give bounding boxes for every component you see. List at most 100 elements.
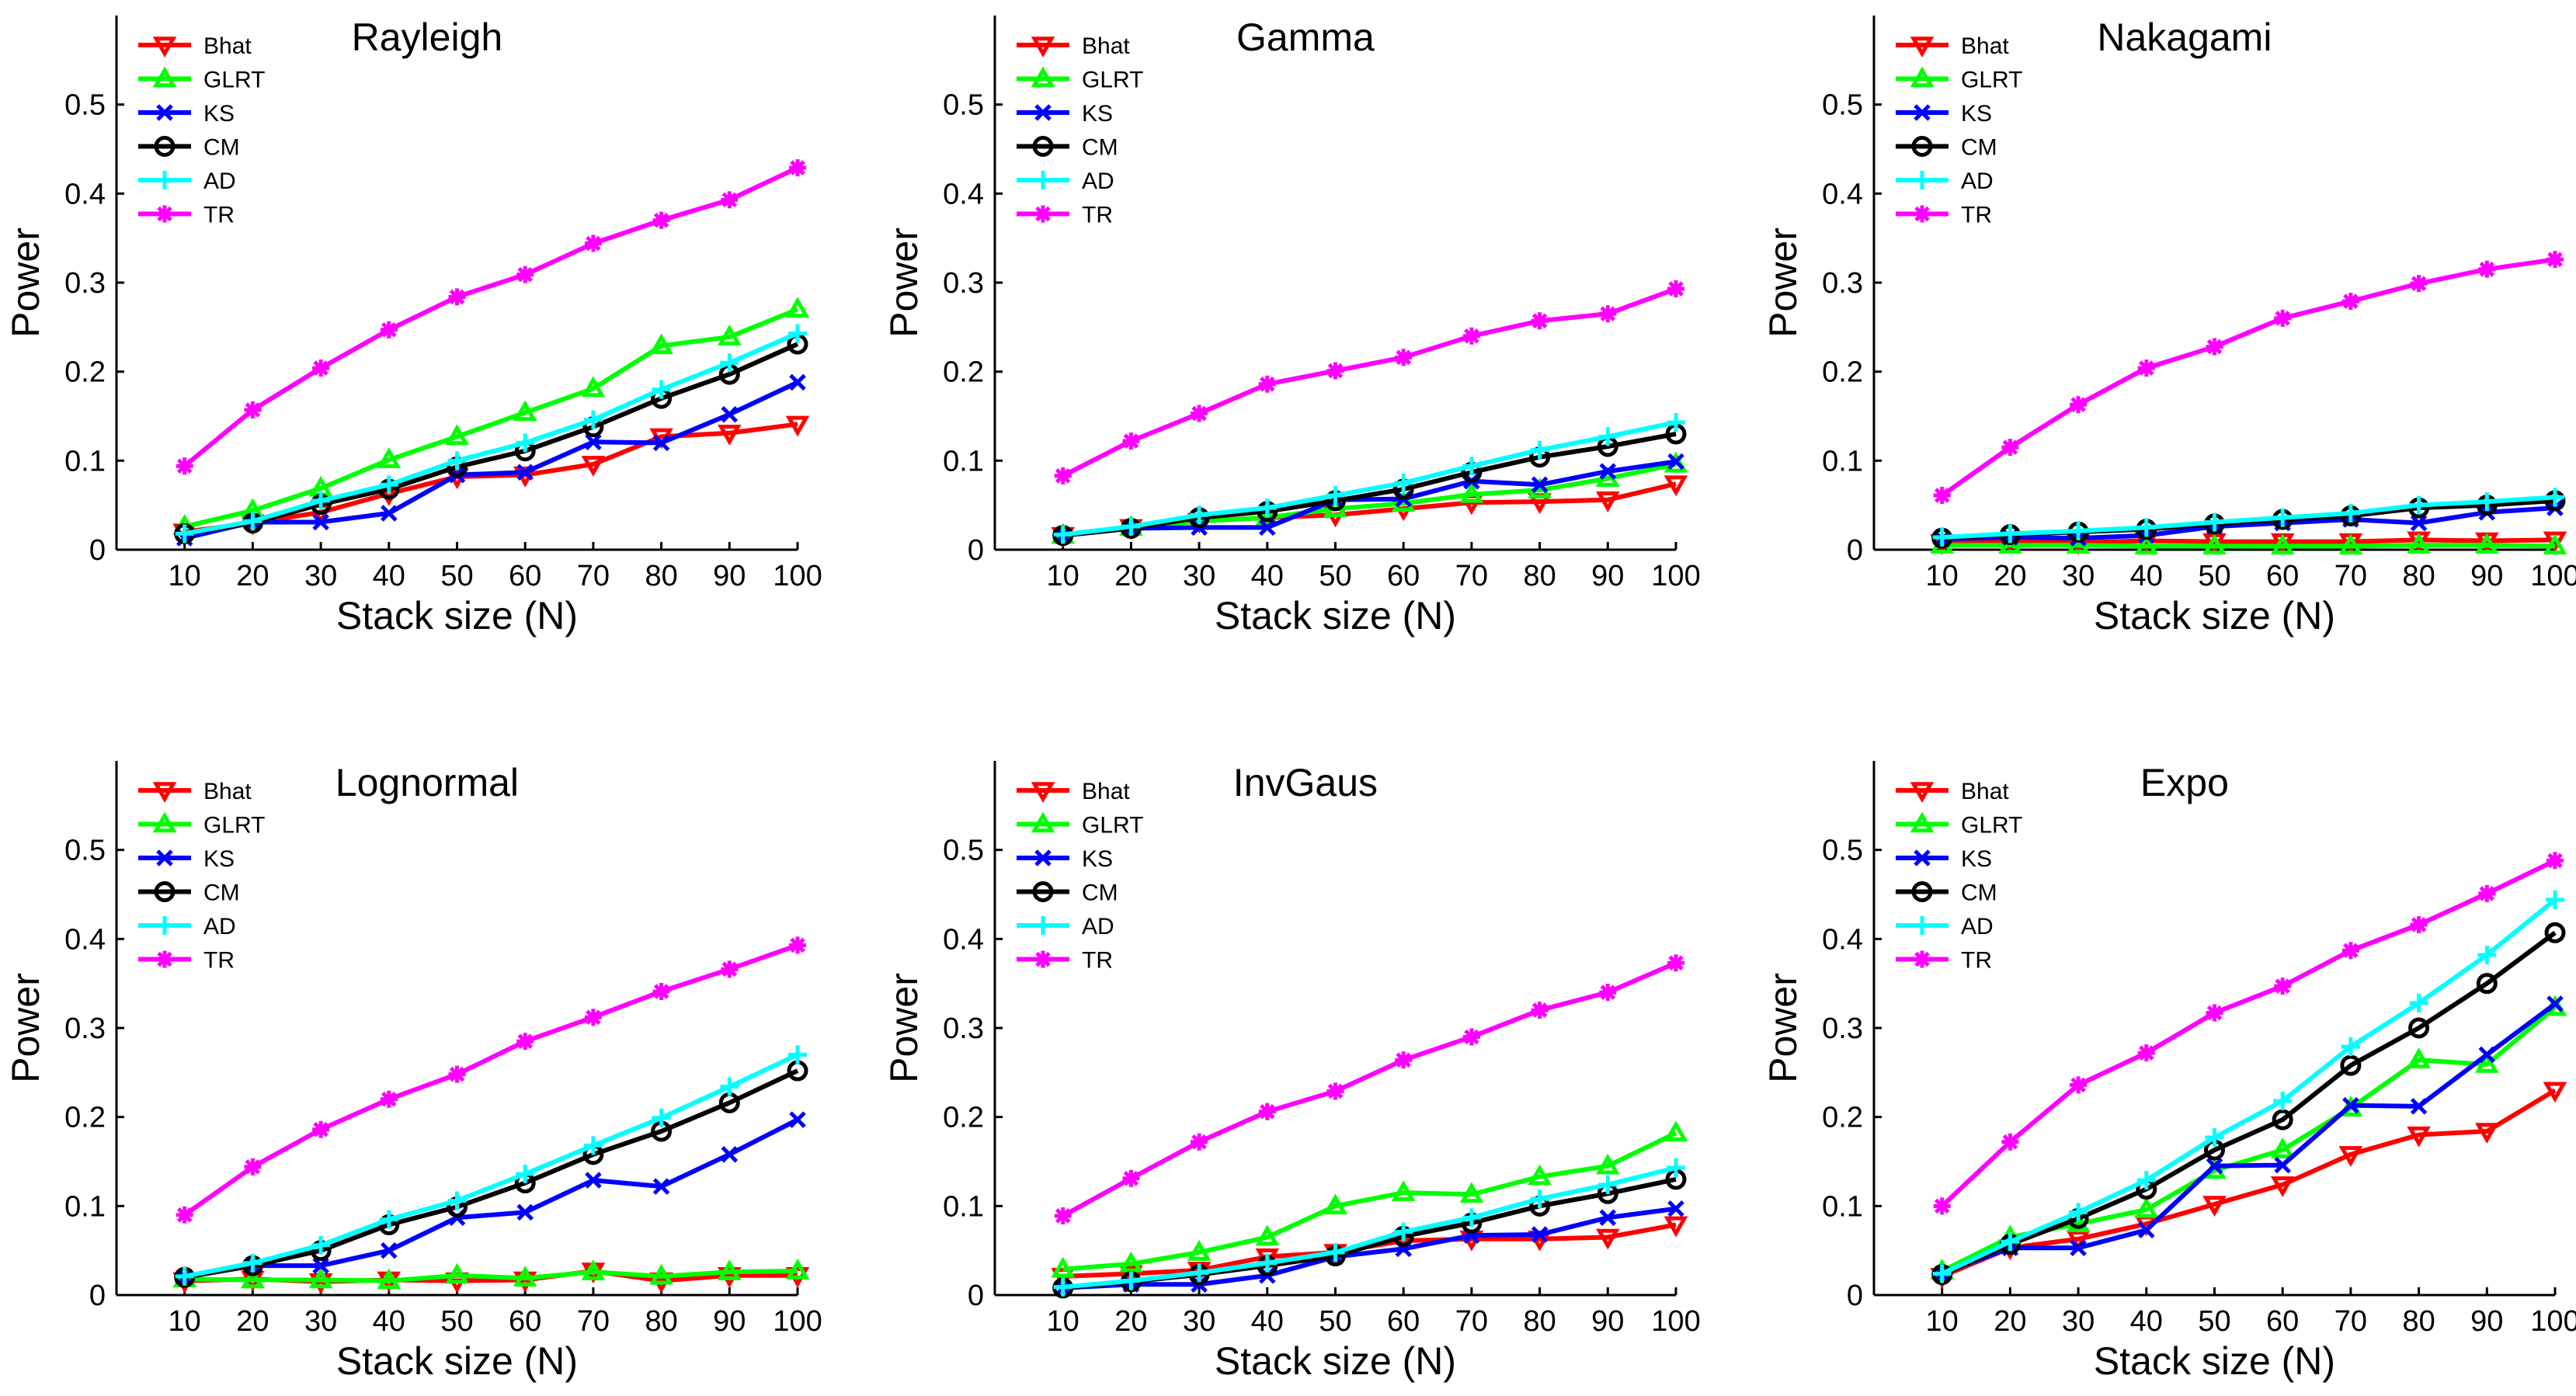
legend-label: Bhat [1082, 779, 1130, 804]
data-point [312, 513, 329, 531]
data-point [2066, 1211, 2091, 1233]
x-tick-label: 40 [1251, 560, 1284, 592]
y-tick-label: 0.2 [1822, 356, 1863, 389]
data-point [2410, 514, 2428, 532]
legend-marker [155, 171, 174, 189]
x-tick-label: 70 [2334, 560, 2367, 592]
y-tick-label: 0.4 [1822, 178, 1863, 210]
data-point [652, 380, 671, 399]
data-point [2206, 1004, 2223, 1022]
series-line [1942, 505, 2556, 542]
x-tick-label: 50 [1319, 560, 1351, 592]
data-point [1053, 525, 1072, 544]
series-cm [1931, 922, 2566, 1286]
legend-marker [1914, 950, 1931, 968]
data-point [788, 1045, 807, 1064]
data-point [1595, 1228, 1620, 1250]
data-point [1391, 1180, 1416, 1201]
data-point [1667, 954, 1684, 972]
data-point [717, 425, 742, 446]
data-point [1462, 457, 1481, 476]
data-point [649, 333, 673, 355]
x-tick-label: 50 [2198, 560, 2230, 592]
x-tick-label: 50 [1319, 1305, 1351, 1338]
data-point [2409, 495, 2428, 515]
x-tick-label: 60 [1387, 1305, 1420, 1338]
x-tick-label: 80 [645, 1305, 677, 1338]
data-point [1054, 467, 1072, 484]
legend-marker [1034, 950, 1052, 968]
legend-label: TR [1961, 948, 1992, 974]
legend-label: GLRT [203, 68, 265, 93]
series-line [184, 1269, 798, 1283]
x-tick-label: 50 [440, 1305, 473, 1338]
data-point [720, 1077, 739, 1096]
y-tick-label: 0.1 [1822, 1190, 1863, 1223]
data-point [2478, 260, 2496, 278]
data-point [1122, 1169, 1140, 1187]
data-point [312, 1257, 329, 1274]
data-point [789, 1111, 806, 1128]
data-point [1530, 1189, 1549, 1209]
data-point [1462, 1028, 1480, 1046]
y-tick-label: 0.2 [64, 1102, 106, 1134]
data-point [1257, 1253, 1277, 1273]
series-tr [1933, 852, 2564, 1215]
data-point [1051, 1256, 1076, 1278]
legend-marker [156, 849, 173, 866]
data-point [308, 1267, 333, 1289]
x-tick-label: 60 [2266, 1305, 2299, 1338]
data-point [2205, 512, 2224, 532]
y-axis-label: Power [882, 973, 926, 1083]
x-tick-label: 40 [1251, 1305, 1284, 1338]
data-point [1667, 413, 1685, 432]
chart-title: Expo [2140, 761, 2229, 804]
data-point [721, 405, 739, 423]
chart-panel-lognormal: 10 20 30 40 50 60 70 80 90 100 0 0.1 0.2 0.3 0.4 0.5 Log… [4, 761, 822, 1383]
data-point [2410, 1098, 2428, 1115]
x-tick-label: 70 [2334, 1305, 2367, 1338]
data-point [2136, 1171, 2156, 1190]
data-point [1459, 481, 1484, 503]
data-point [652, 211, 670, 229]
data-point [448, 288, 466, 306]
data-point [379, 475, 398, 495]
data-point [445, 1262, 469, 1284]
data-point [243, 1253, 262, 1273]
legend-label: KS [203, 846, 235, 872]
data-point [1326, 1242, 1345, 1262]
data-point [516, 433, 535, 453]
data-point [1323, 1193, 1347, 1215]
data-point [2273, 1092, 2293, 1111]
legend-label: GLRT [1961, 68, 2022, 93]
legend-marker [152, 36, 177, 58]
data-point [1598, 427, 1618, 446]
legend-label: AD [1082, 914, 1114, 939]
data-point [581, 1259, 606, 1280]
data-point [2069, 521, 2088, 540]
data-point [1121, 1271, 1141, 1290]
data-point [513, 1271, 537, 1293]
data-point [516, 464, 534, 481]
series-line [184, 342, 799, 537]
y-tick-label: 0.4 [1822, 923, 1863, 956]
data-point [2202, 1196, 2227, 1217]
legend-label: CM [203, 880, 240, 906]
legend: Bhat GLRT KS CM AD TR [138, 33, 265, 228]
data-point [1462, 327, 1480, 345]
data-point [1667, 1200, 1684, 1217]
data-point [1258, 1103, 1276, 1120]
data-point [175, 1266, 194, 1286]
y-tick-label: 0.4 [64, 178, 106, 210]
data-point [2272, 1109, 2293, 1130]
data-point [1531, 312, 1549, 330]
y-tick-label: 0.1 [64, 445, 106, 477]
data-point [1932, 527, 1952, 547]
data-point [1667, 280, 1684, 298]
x-tick-label: 50 [2198, 1305, 2230, 1338]
y-tick-label: 0.1 [64, 1190, 106, 1223]
data-point [2206, 338, 2223, 356]
data-point [1326, 1082, 1344, 1100]
legend-marker [1913, 171, 1931, 189]
